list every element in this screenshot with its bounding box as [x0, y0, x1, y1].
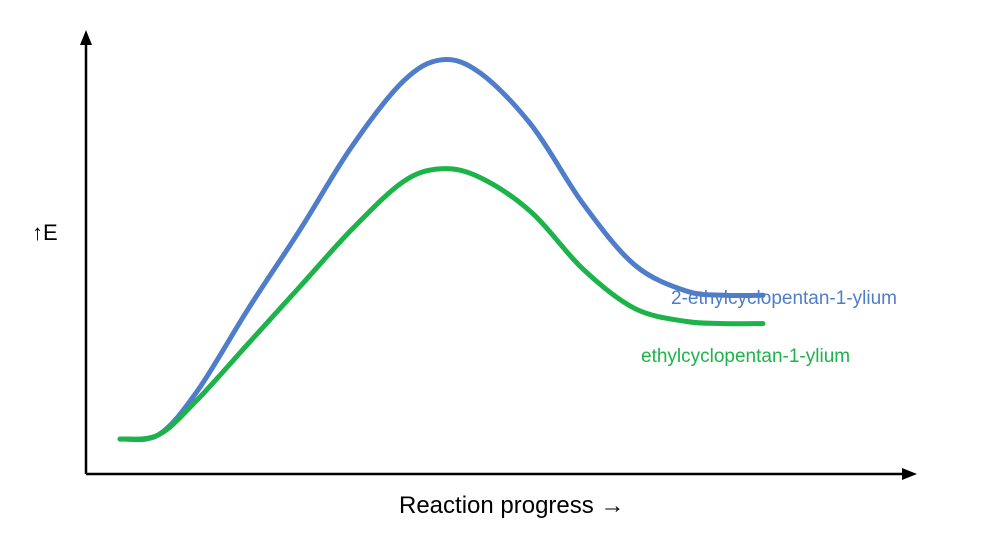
series-label-2-ethylcyclopentan-1-ylium: 2-ethylcyclopentan-1-ylium — [671, 288, 897, 309]
y-axis-label: ↑E — [32, 220, 58, 245]
series-label-ethylcyclopentan-1-ylium: ethylcyclopentan-1-ylium — [641, 346, 850, 367]
x-axis-label: Reaction progress → — [399, 492, 624, 519]
series-layer — [117, 56, 766, 443]
x-axis-arrowhead — [902, 468, 917, 480]
axes — [80, 30, 917, 480]
y-axis-arrowhead — [80, 30, 92, 45]
series-line-ethylcyclopentan-1-ylium — [117, 166, 766, 442]
series-line-2-ethylcyclopentan-1-ylium — [117, 56, 766, 443]
